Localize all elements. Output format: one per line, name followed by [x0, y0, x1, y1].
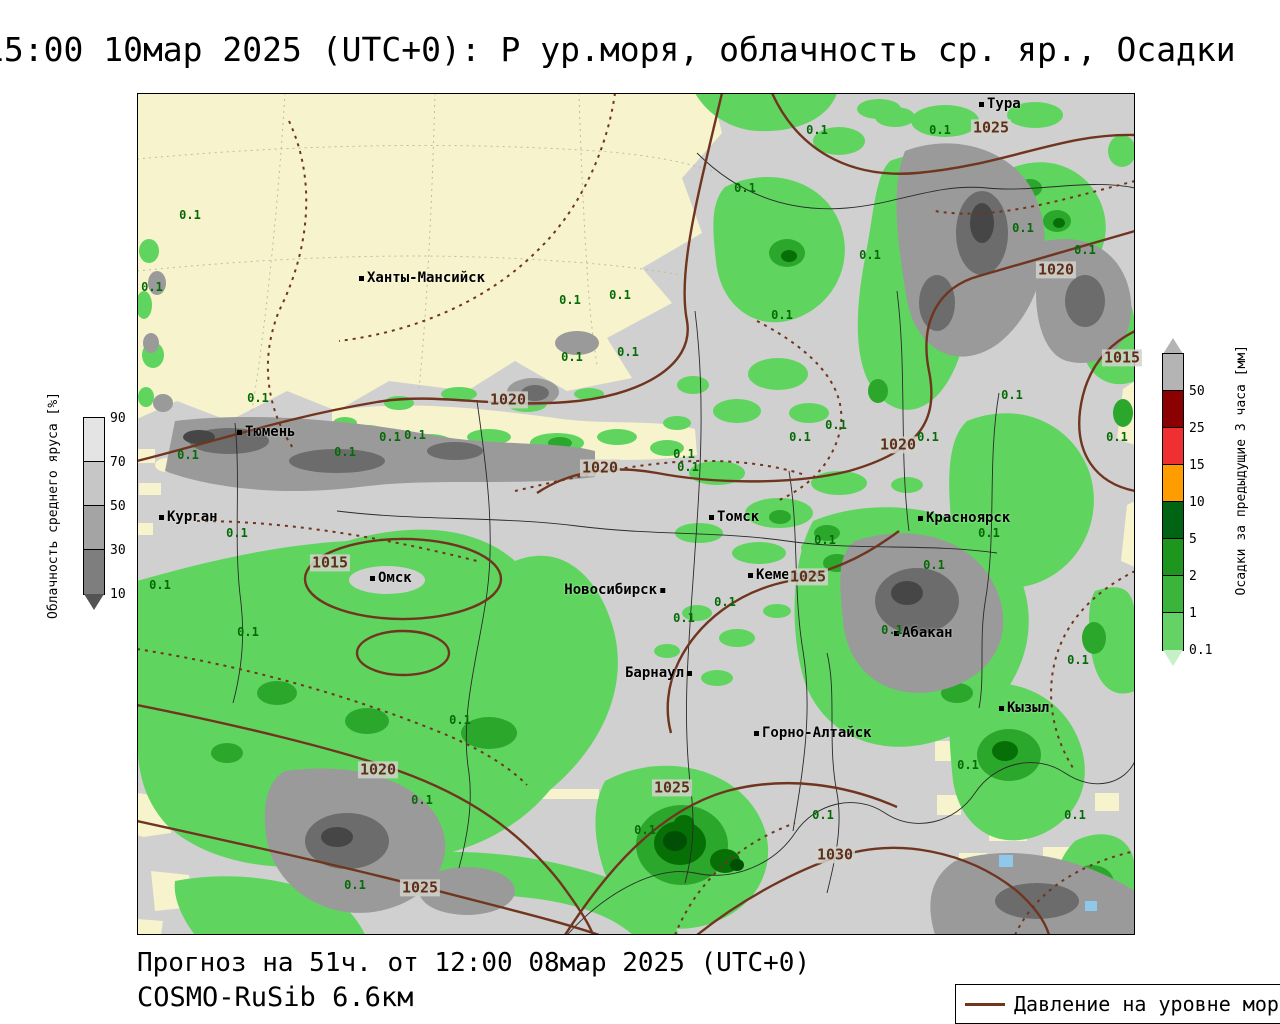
- colorbar-tick-label: 25: [1189, 421, 1205, 436]
- colorbar-segment: [84, 594, 104, 610]
- colorbar-tick-label: 50: [110, 499, 126, 514]
- colorbar-segment: [83, 461, 105, 507]
- cloud-colorbar-title: Облачность среднего яруса [%]: [46, 392, 61, 619]
- colorbar-tick-label: 70: [110, 455, 126, 470]
- colorbar-segment: [83, 549, 105, 595]
- colorbar-segment: [1162, 464, 1184, 503]
- colorbar-segment: [1162, 612, 1184, 651]
- precip-colorbar-title: Осадки за предыдущие 3 часа [мм]: [1234, 345, 1249, 596]
- colorbar-tick-label: 1: [1189, 606, 1197, 621]
- pressure-legend-label: Давление на уровне моря: [1014, 992, 1280, 1016]
- colorbar-segment: [1162, 390, 1184, 429]
- colorbar-segment: [83, 505, 105, 551]
- colorbar-tick-label: 10: [110, 587, 126, 602]
- precip-light-layer: [137, 93, 1135, 935]
- forecast-map: [137, 93, 1135, 935]
- colorbar-tick-label: 5: [1189, 532, 1197, 547]
- colorbar-segment: [1162, 538, 1184, 577]
- colorbar-tick-label: 10: [1189, 495, 1205, 510]
- page-title: 15:00 10мар 2025 (UTC+0): P ур.моря, обл…: [0, 30, 1236, 69]
- colorbar-segment: [1162, 501, 1184, 540]
- isobar-line-icon: [965, 1002, 1005, 1006]
- cloud-hole-layer: [349, 566, 425, 594]
- model-info-line: COSMO-RuSib 6.6км: [137, 982, 414, 1013]
- colorbar-segment: [1162, 575, 1184, 614]
- colorbar-segment: [1162, 427, 1184, 466]
- pressure-legend-box: Давление на уровне моря: [955, 984, 1280, 1024]
- forecast-info-line: Прогноз на 51ч. от 12:00 08мар 2025 (UTC…: [137, 948, 811, 978]
- colorbar-tick-label: 15: [1189, 458, 1205, 473]
- colorbar-tick-label: 30: [110, 543, 126, 558]
- isobar-layer: [137, 93, 1135, 935]
- colorbar-segment: [1162, 353, 1184, 392]
- colorbar-tick-label: 50: [1189, 384, 1205, 399]
- map-border: [137, 93, 1135, 935]
- colorbar-tick-label: 90: [110, 411, 126, 426]
- precip-extreme-layer: [663, 831, 744, 871]
- colorbar-tick-label: 2: [1189, 569, 1197, 584]
- colorbar-segment: [84, 402, 104, 418]
- colorbar-segment: [1163, 650, 1183, 666]
- colorbar-tick-label: 0.1: [1189, 643, 1213, 658]
- water-layer: [999, 855, 1097, 911]
- colorbar-segment: [1163, 338, 1183, 354]
- colorbar-segment: [83, 417, 105, 463]
- isobar-dashed-layer: [137, 93, 1135, 935]
